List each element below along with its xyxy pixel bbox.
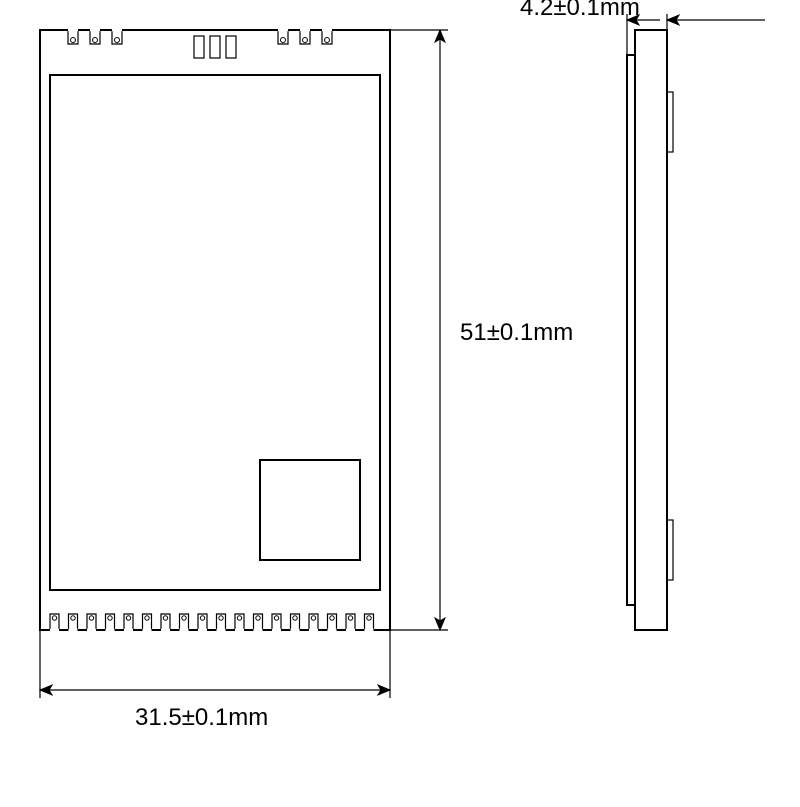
bottom-castellation	[346, 614, 355, 630]
bottom-castellation	[365, 614, 374, 630]
top-pad	[210, 36, 220, 58]
bottom-castellation	[87, 614, 96, 630]
bottom-castellation	[254, 614, 263, 630]
front-outline	[40, 30, 390, 630]
side-body	[635, 30, 667, 630]
top-pad	[226, 36, 236, 58]
side-front-face	[627, 55, 635, 605]
bottom-castellation	[309, 614, 318, 630]
bottom-castellation	[69, 614, 78, 630]
dim-height-label: 51±0.1mm	[460, 319, 573, 346]
bottom-castellation	[180, 614, 189, 630]
bottom-castellation	[161, 614, 170, 630]
dimension-drawing: 31.5±0.1mm 51±0.1mm 4.2±0.1mm	[0, 0, 800, 807]
bottom-castellation	[106, 614, 115, 630]
front-inner-rect	[50, 75, 380, 590]
bottom-castellation	[291, 614, 300, 630]
bottom-castellation	[198, 614, 207, 630]
bottom-castellation	[272, 614, 281, 630]
front-small-square	[260, 460, 360, 560]
bottom-castellation	[217, 614, 226, 630]
bottom-castellation	[235, 614, 244, 630]
bottom-castellation	[328, 614, 337, 630]
top-pad	[194, 36, 204, 58]
bottom-castellation	[143, 614, 152, 630]
bottom-castellation	[50, 614, 59, 630]
dim-width-label: 31.5±0.1mm	[135, 704, 268, 731]
dim-thickness-label: 4.2±0.1mm	[520, 0, 640, 21]
bottom-castellation	[124, 614, 133, 630]
